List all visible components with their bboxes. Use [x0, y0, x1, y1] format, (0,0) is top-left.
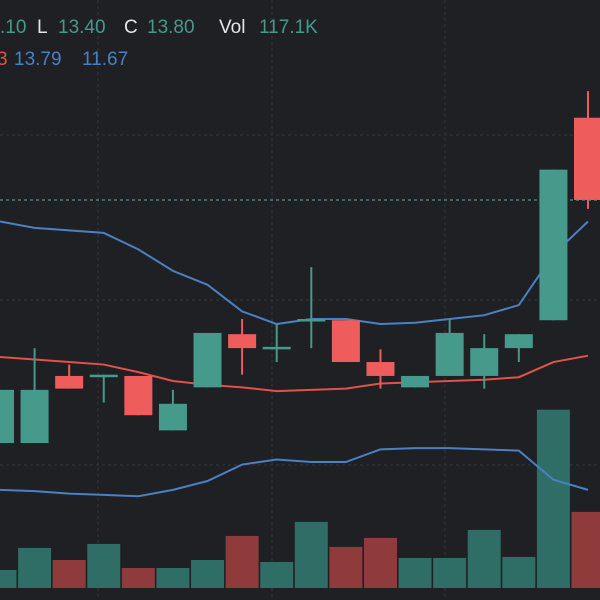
volume-bar	[87, 543, 121, 588]
volume-bar	[467, 529, 501, 588]
volume-bar	[260, 561, 294, 588]
volume-bar	[191, 559, 225, 588]
candle-body	[20, 389, 49, 444]
band-line	[0, 354, 589, 393]
volume-bar	[536, 409, 570, 588]
legend-value: 117.1K	[259, 17, 318, 38]
legend-value: .10	[0, 17, 26, 38]
candle-body	[158, 403, 187, 431]
band-legend-value: 13.79	[14, 49, 62, 70]
candle-body	[228, 334, 257, 349]
band-legend-value: 3	[0, 49, 8, 70]
candle-body	[331, 320, 360, 363]
volume-bar	[363, 537, 397, 588]
candle-body	[0, 389, 14, 444]
band-line	[0, 447, 589, 498]
candle-body	[435, 332, 464, 376]
candle-body	[504, 334, 533, 349]
candle-body	[55, 375, 84, 389]
volume-bar	[0, 569, 17, 588]
candle-body	[539, 169, 568, 321]
candle-body	[470, 348, 499, 376]
legend-key: C	[124, 17, 138, 38]
volume-bar	[329, 546, 363, 588]
candle-body	[193, 332, 222, 388]
legend-value: 13.40	[58, 17, 106, 38]
band-legend-value: 11.67	[82, 49, 128, 70]
volume-bar	[121, 567, 155, 588]
legend: .10 L 13.40 C 13.80 Vol 117.1K 3 13.79 1…	[0, 17, 318, 70]
legend-value: 13.80	[147, 17, 195, 38]
volume-bar	[502, 556, 536, 588]
marks	[0, 91, 600, 588]
candle-body	[401, 375, 430, 388]
legend-key: L	[37, 17, 48, 38]
candle-body	[262, 346, 291, 350]
candle-body	[366, 362, 395, 376]
volume-bar	[294, 521, 328, 588]
candle-body	[297, 318, 326, 322]
candle-body	[89, 374, 118, 378]
legend-key: Vol	[219, 17, 245, 38]
volume-bar	[18, 547, 52, 588]
volume-bar	[52, 559, 86, 588]
candle-body	[124, 375, 153, 416]
volume-bar	[571, 511, 600, 588]
candle-body	[574, 117, 600, 200]
volume-bar	[398, 557, 432, 588]
volume-bar	[433, 557, 467, 588]
volume-bar	[156, 567, 190, 588]
band-line	[0, 220, 589, 326]
volume-bar	[225, 535, 259, 588]
